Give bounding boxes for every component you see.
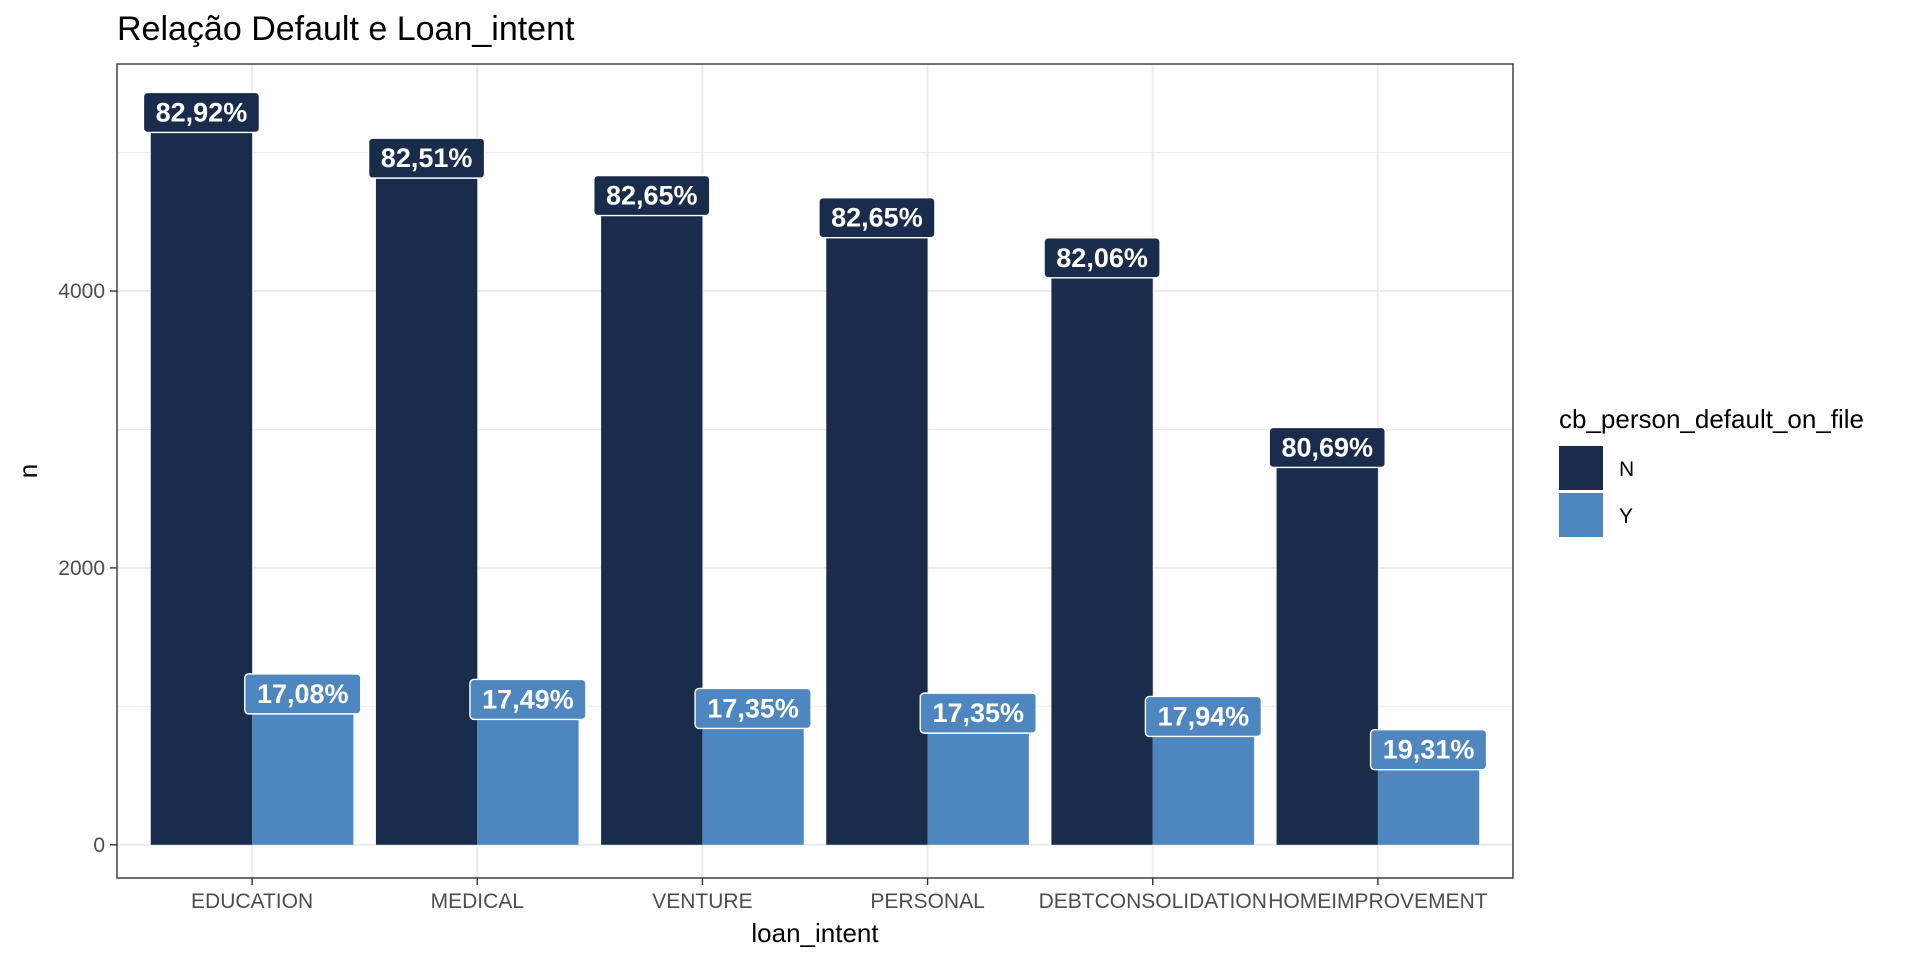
data-label-box <box>367 137 486 179</box>
data-label-text: 82,51% <box>381 143 473 173</box>
bar <box>927 713 1029 845</box>
data-label-box <box>1043 237 1161 279</box>
plot-panel-border <box>116 63 1514 879</box>
y-tick-label: 4000 <box>58 280 105 303</box>
legend-items: NY <box>1559 446 1634 537</box>
data-label-box <box>142 91 261 134</box>
x-tick-label: EDUCATION <box>191 890 313 913</box>
x-tick-label: PERSONAL <box>870 890 984 913</box>
bar <box>601 195 703 845</box>
data-label-box <box>919 692 1037 734</box>
y-axis: 0 2000 4000 <box>58 280 117 857</box>
bar <box>826 217 928 845</box>
bar <box>477 699 579 845</box>
x-axis: EDUCATION MEDICAL VENTURE PERSONAL DEBTCONSO… <box>191 878 1488 913</box>
data-label-text: 17,49% <box>482 684 574 714</box>
legend-key <box>1559 446 1603 490</box>
data-label-box <box>818 196 936 239</box>
data-label-box <box>694 687 812 730</box>
data-label: 82,92% <box>142 91 261 134</box>
data-label: 17,35% <box>919 692 1037 734</box>
data-label-text: 19,31% <box>1383 735 1475 765</box>
chart-title: Relação Default e Loan_intent <box>117 10 575 48</box>
data-label: 17,35% <box>694 687 812 730</box>
legend-key <box>1559 493 1603 537</box>
data-label-text: 17,35% <box>707 693 799 723</box>
data-label-box <box>1268 426 1386 469</box>
bar <box>702 708 804 845</box>
x-tick-label: DEBTCONSOLIDATION <box>1039 890 1267 913</box>
data-label-box <box>469 678 587 721</box>
data-label-text: 82,65% <box>606 181 698 211</box>
x-tick-label: VENTURE <box>652 890 752 913</box>
y-tick-label: 2000 <box>58 557 105 580</box>
x-tick-label: HOMEIMPROVEMENT <box>1268 890 1488 913</box>
data-label-box <box>593 174 711 217</box>
data-label: 82,65% <box>593 174 711 217</box>
bar <box>375 158 478 845</box>
data-label-text: 80,69% <box>1281 432 1373 462</box>
bar <box>150 112 253 845</box>
data-label-text: 17,35% <box>932 698 1024 728</box>
data-labels: 82,92% 82,51% 82,65% 82,65% 82,06% 80,69% 17,0… <box>142 91 1488 771</box>
y-tick-label: 0 <box>93 834 105 857</box>
legend-label: Y <box>1619 505 1633 528</box>
data-label: 17,49% <box>469 678 587 721</box>
bar <box>252 693 354 845</box>
data-label-text: 17,08% <box>257 679 349 709</box>
data-label-text: 17,94% <box>1158 701 1250 731</box>
bar <box>1152 716 1255 845</box>
y-axis-title: n <box>13 464 43 478</box>
data-label-text: 82,65% <box>831 203 923 233</box>
data-label: 17,94% <box>1144 695 1263 738</box>
bar <box>1051 257 1153 845</box>
data-label-box <box>1369 728 1488 771</box>
x-tick-label: MEDICAL <box>431 890 524 913</box>
legend-title: cb_person_default_on_file <box>1559 404 1864 434</box>
legend-label: N <box>1619 458 1634 481</box>
data-label: 17,08% <box>244 673 362 715</box>
data-label-box <box>1144 695 1263 738</box>
bar <box>1276 447 1378 845</box>
data-label: 82,65% <box>818 196 936 239</box>
data-label: 82,51% <box>367 137 486 179</box>
bars <box>150 112 1480 845</box>
data-label: 82,06% <box>1043 237 1161 279</box>
data-label-box <box>244 673 362 715</box>
data-label-text: 82,92% <box>156 97 248 127</box>
data-label: 19,31% <box>1369 728 1488 771</box>
data-label: 80,69% <box>1268 426 1386 469</box>
data-label-text: 82,06% <box>1056 243 1148 273</box>
legend: cb_person_default_on_file NY <box>1559 404 1864 537</box>
x-axis-title: loan_intent <box>751 918 879 948</box>
